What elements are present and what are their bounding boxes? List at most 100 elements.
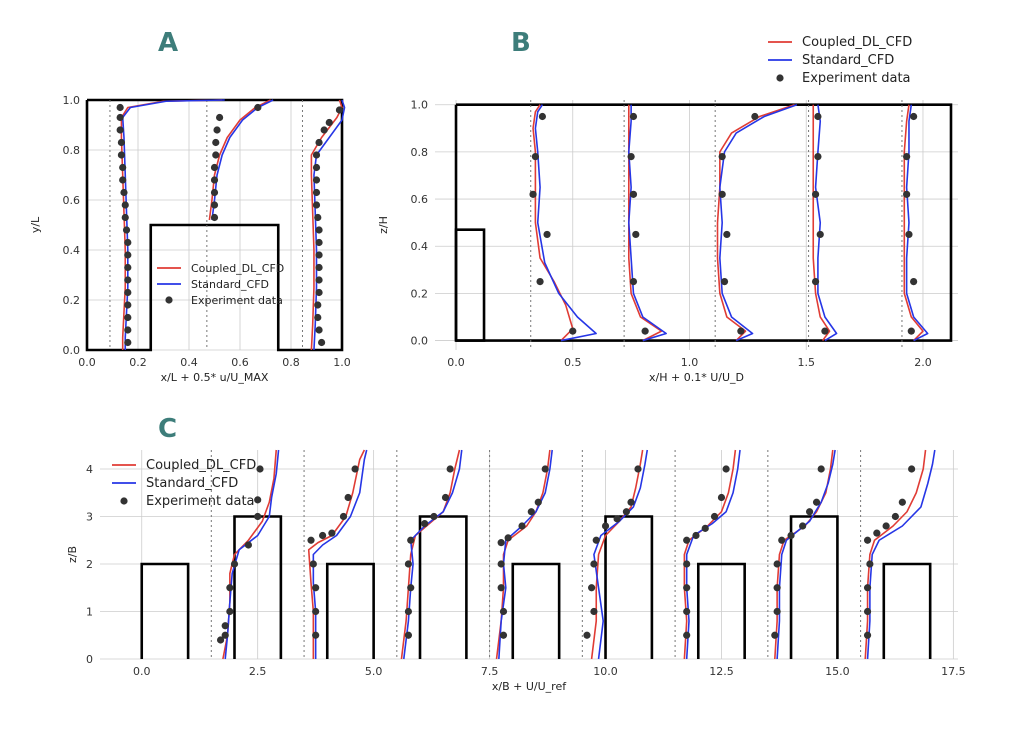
building-outline <box>604 515 654 659</box>
experiment-point <box>627 498 635 506</box>
experiment-legend-marker <box>165 296 173 304</box>
experiment-point <box>212 138 220 147</box>
experiment-point <box>499 631 508 639</box>
coupled-dl-cfd-line <box>774 449 834 660</box>
experiment-point <box>315 276 323 284</box>
experiment-point <box>120 188 128 197</box>
coupled-legend-label: Coupled_DL_CFD <box>802 35 912 50</box>
standard-cfd-line <box>627 104 667 342</box>
experiment-point <box>908 465 916 473</box>
experiment-point <box>583 631 591 639</box>
experiment-point <box>117 138 126 147</box>
coupled-legend-label: Coupled_DL_CFD <box>191 262 284 275</box>
x-tick-label: 0.4 <box>180 356 198 369</box>
experiment-point <box>124 263 132 272</box>
x-tick-label: 15.0 <box>825 665 850 678</box>
y-axis-label: z/B <box>66 546 79 563</box>
standard-cfd-line <box>776 449 836 660</box>
experiment-point <box>312 163 321 172</box>
experiment-point <box>723 230 731 239</box>
experiment-point <box>903 190 911 198</box>
y-tick-label: 1 <box>86 606 93 619</box>
y-tick-label: 4 <box>86 463 93 476</box>
experiment-point <box>882 522 890 530</box>
experiment-point <box>122 226 131 234</box>
experiment-point <box>119 176 127 184</box>
experiment-point <box>497 584 505 592</box>
experiment-point <box>683 584 691 592</box>
experiment-point <box>124 326 132 334</box>
experiment-point <box>866 560 874 568</box>
panel-letter-c: C <box>158 414 177 444</box>
experiment-point <box>613 515 621 523</box>
experiment-legend-marker <box>120 497 128 505</box>
experiment-point <box>863 607 872 616</box>
experiment-point <box>312 151 321 159</box>
experiment-point <box>910 278 918 286</box>
experiment-point <box>811 278 820 286</box>
experiment-point <box>683 560 691 568</box>
experiment-point <box>534 498 542 506</box>
experiment-point <box>314 313 322 322</box>
experiment-point <box>312 176 321 184</box>
experiment-point <box>256 465 264 473</box>
x-tick-label: 7.5 <box>481 665 499 678</box>
experiment-point <box>701 524 709 532</box>
experiment-point <box>863 584 872 592</box>
experiment-point <box>751 112 759 121</box>
experiment-point <box>124 238 132 247</box>
experiment-point <box>124 313 132 322</box>
experiment-point <box>629 190 638 198</box>
experiment-point <box>421 520 429 528</box>
experiment-point <box>344 493 352 502</box>
experiment-point <box>335 106 344 114</box>
experiment-point <box>315 288 323 297</box>
domain-outline <box>85 98 344 352</box>
y-axis-label: y/L <box>29 216 42 233</box>
y-tick-label: 0.8 <box>63 144 81 157</box>
experiment-point <box>328 529 336 537</box>
standard-cfd-line <box>534 104 597 342</box>
standard-legend-label: Standard_CFD <box>802 53 894 68</box>
experiment-point <box>309 560 317 568</box>
experiment-point <box>124 251 132 259</box>
y-tick-label: 0.6 <box>63 194 81 207</box>
experiment-point <box>121 213 129 222</box>
x-tick-label: 10.0 <box>593 665 618 678</box>
x-tick-label: 2.0 <box>914 356 932 369</box>
experiment-point <box>244 541 253 549</box>
experiment-point <box>124 338 132 347</box>
experiment-point <box>718 190 726 198</box>
coupled-dl-cfd-line <box>307 449 366 659</box>
experiment-point <box>634 465 642 473</box>
experiment-point <box>307 536 315 544</box>
experiment-point <box>737 327 745 335</box>
x-tick-label: 5.0 <box>365 665 383 678</box>
experiment-point <box>805 508 814 516</box>
experiment-point <box>254 103 262 112</box>
x-tick-label: 2.5 <box>249 665 267 678</box>
experiment-point <box>718 153 726 161</box>
experiment-point <box>212 151 220 159</box>
experiment-point <box>254 512 262 521</box>
x-tick-label: 0.0 <box>78 356 96 369</box>
experiment-point <box>692 531 700 540</box>
standard-cfd-line <box>814 104 838 342</box>
x-tick-label: 17.5 <box>941 665 966 678</box>
experiment-point <box>720 278 729 286</box>
experiment-point <box>119 163 127 172</box>
x-tick-label: 0.2 <box>129 356 147 369</box>
x-tick-label: 1.0 <box>681 356 699 369</box>
y-tick-label: 2 <box>86 558 93 571</box>
experiment-point <box>314 213 322 222</box>
experiment-point <box>213 126 221 134</box>
building-outline <box>325 562 375 659</box>
experiment-point <box>910 112 918 121</box>
experiment-point <box>622 508 630 516</box>
experiment-point <box>221 631 229 639</box>
x-tick-label: 0.8 <box>282 356 300 369</box>
experiment-point <box>124 288 132 297</box>
experiment-point <box>632 230 640 239</box>
panel-letter-a: A <box>158 28 178 58</box>
experiment-point <box>226 607 234 616</box>
